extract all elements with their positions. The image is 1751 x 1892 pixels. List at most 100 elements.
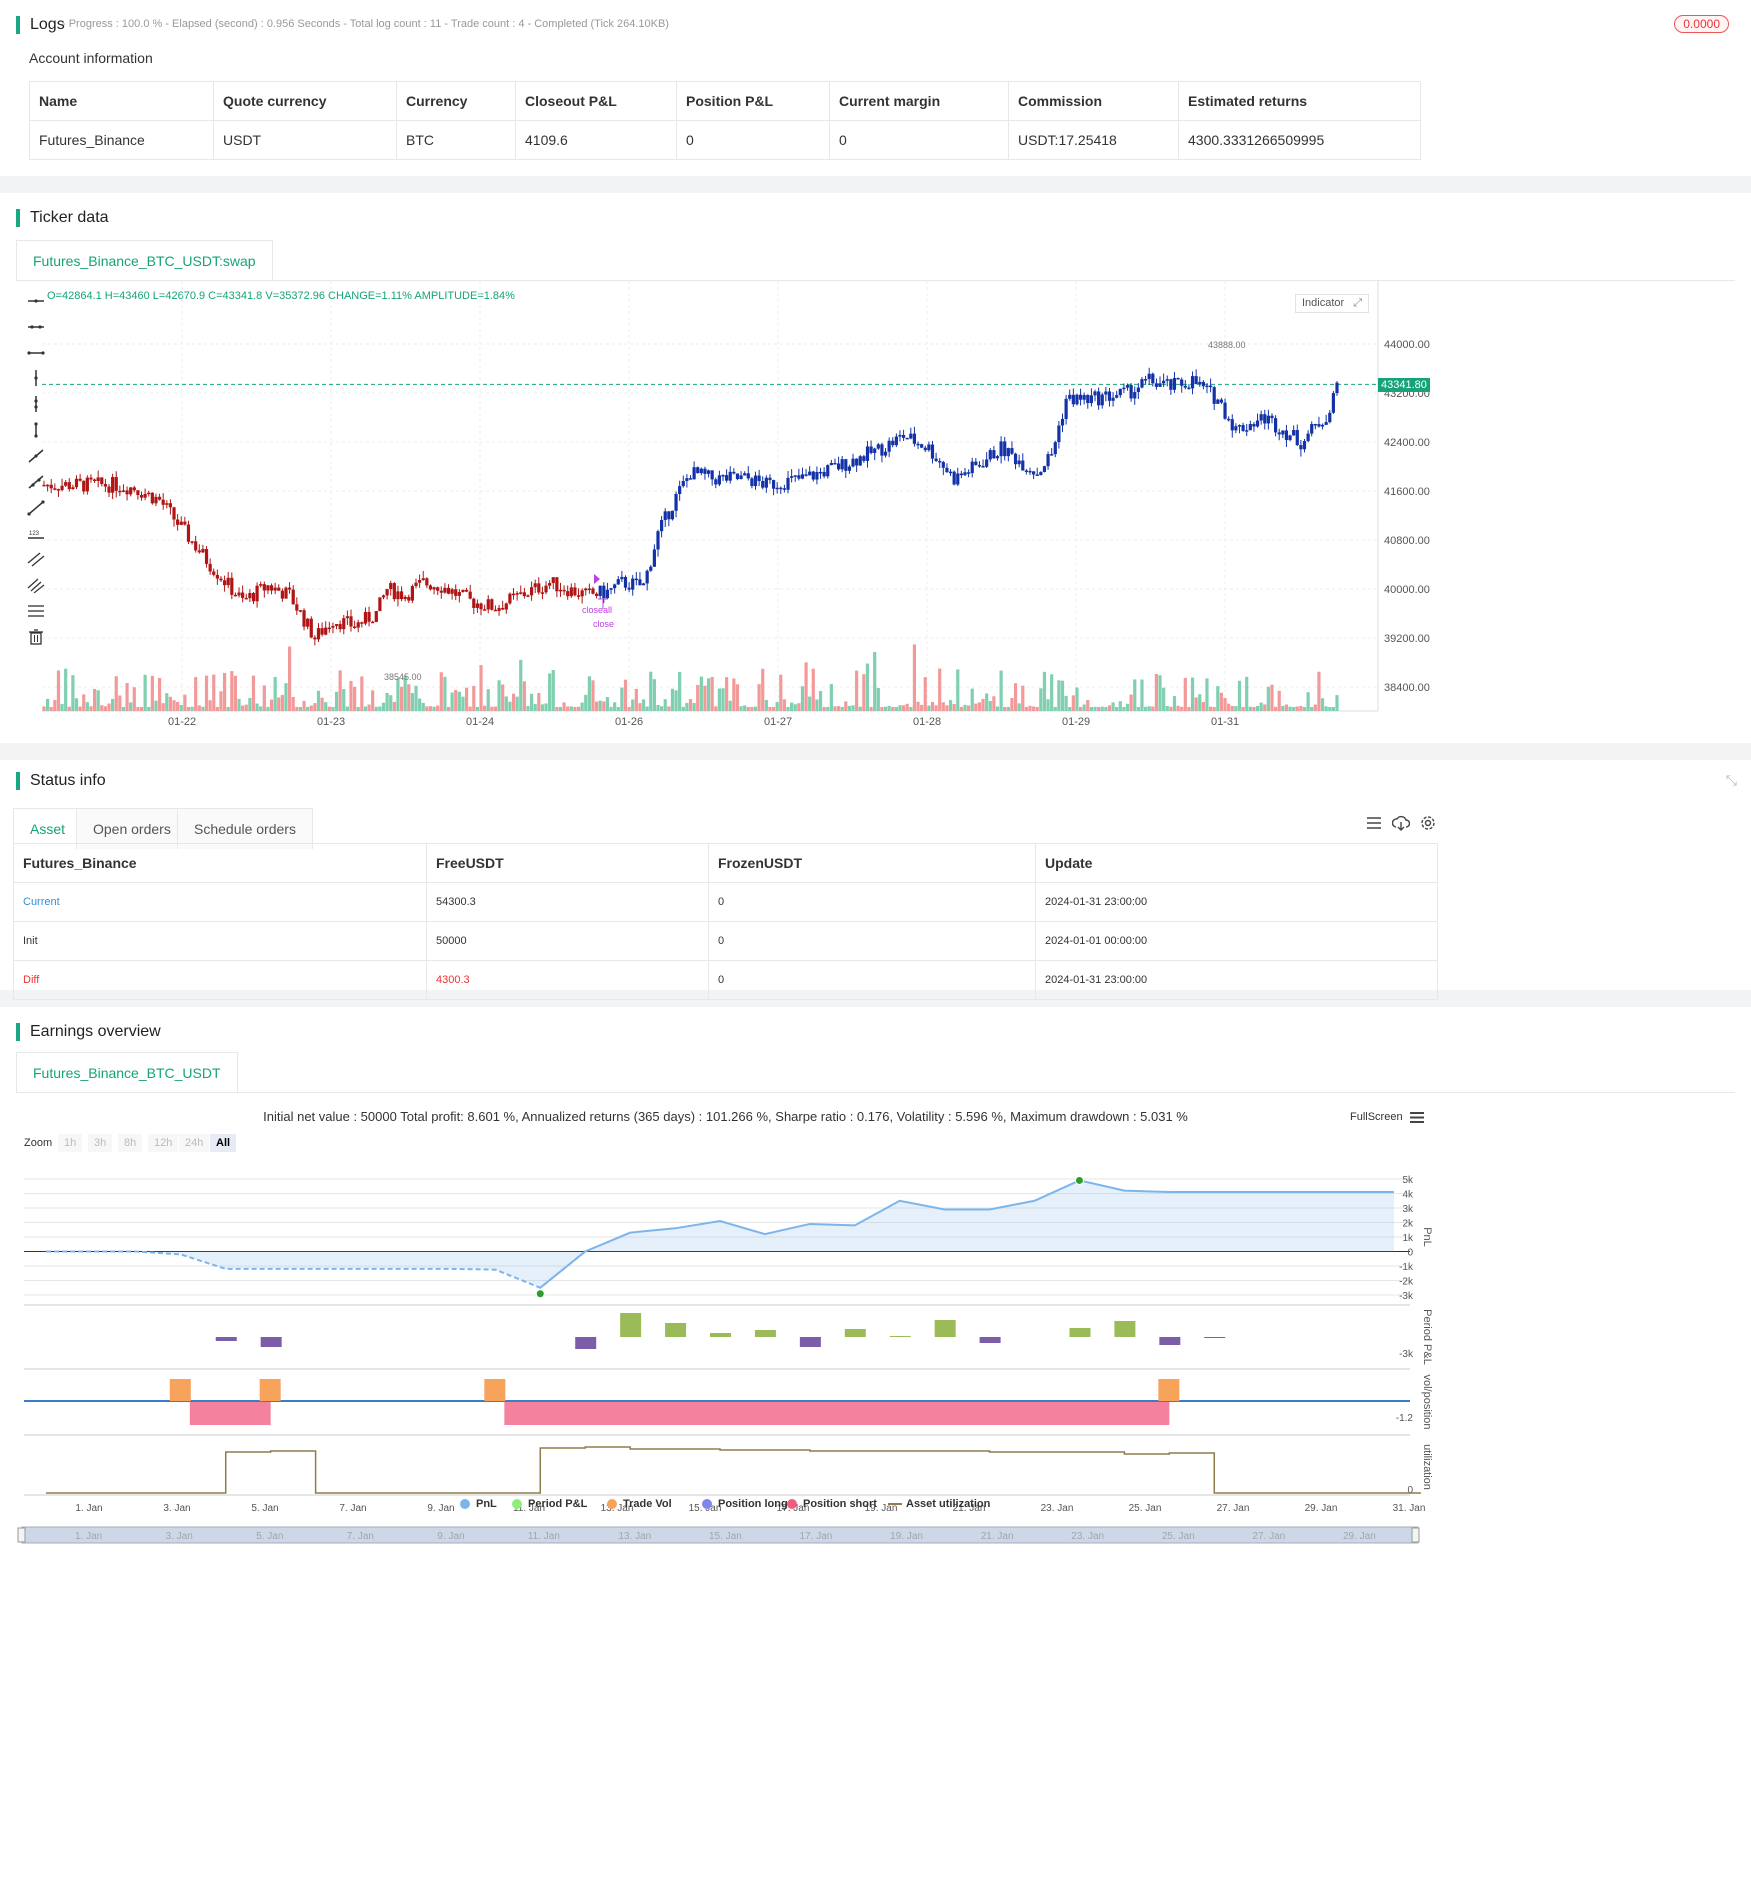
volume-bar <box>721 688 725 711</box>
volume-bar <box>454 690 458 711</box>
cloud-download-icon[interactable] <box>1392 815 1410 831</box>
zoom-button-All[interactable]: All <box>210 1134 237 1152</box>
legend-item[interactable]: Position long <box>702 1498 788 1510</box>
zoom-button-12h[interactable]: 12h <box>148 1134 179 1152</box>
volume-bar <box>464 687 469 711</box>
volume-bar <box>1169 706 1173 711</box>
asset-cell: 0 <box>708 960 1036 1000</box>
list-icon[interactable] <box>1366 816 1382 830</box>
zoom-button-8h[interactable]: 8h <box>118 1134 143 1152</box>
tab-schedule-orders[interactable]: Schedule orders <box>177 808 313 849</box>
candle-body <box>1331 393 1335 413</box>
volume-bar <box>172 700 176 711</box>
menu-icon[interactable] <box>1409 1111 1425 1124</box>
horizontal-channel-icon[interactable] <box>26 603 46 619</box>
volume-bar <box>887 705 891 711</box>
x-tick-label: 01-27 <box>764 716 792 728</box>
candle-body <box>822 471 826 477</box>
time-navigator[interactable]: 1. Jan 3. Jan 5. Jan 7. Jan 9. Jan 11. Jan 13.… <box>0 1525 1451 1547</box>
legend-item[interactable]: PnL <box>460 1498 497 1510</box>
candle-body <box>1006 448 1010 457</box>
volume-bar <box>1324 706 1328 711</box>
volume-bar <box>1003 706 1007 711</box>
volume-bar <box>244 704 248 711</box>
earnings-section: Earnings overview Futures_Binance_BTC_US… <box>0 1007 1751 1892</box>
legend-label: PnL <box>476 1498 497 1510</box>
trade-vol-bar <box>169 1379 191 1401</box>
annotations: 43888.00 38545.00 closeall close <box>384 340 1246 682</box>
zoom-button-1h[interactable]: 1h <box>58 1134 83 1152</box>
volume-bar <box>421 702 425 711</box>
volume-bar <box>96 690 100 711</box>
table-row: Current 54300.3 0 2024-01-31 23:00:00 <box>13 882 1438 922</box>
candle-body <box>938 460 942 463</box>
trash-icon[interactable] <box>26 629 46 645</box>
settings-gear-icon[interactable] <box>1420 815 1436 831</box>
volume-bar <box>905 703 909 711</box>
price-label-icon[interactable]: 123 <box>26 526 46 542</box>
legend-item[interactable]: Trade Vol <box>607 1498 672 1510</box>
volume-bar <box>847 705 852 711</box>
volume-bar <box>977 702 982 711</box>
horizontal-line-icon[interactable] <box>26 293 46 309</box>
volume-bar <box>1035 706 1039 711</box>
legend-item[interactable]: Period P&L <box>512 1498 587 1510</box>
candle-body <box>602 585 606 599</box>
trend-line-icon[interactable] <box>26 448 46 464</box>
candle-body <box>42 484 46 487</box>
tab-earnings-symbol[interactable]: Futures_Binance_BTC_USDT <box>16 1052 238 1093</box>
trade-marker-icon <box>594 574 600 584</box>
earnings-chart[interactable]: 5k 4k 3k 2k 1k 0 -1k -2k -3k PnL Period P&L -3k vol/… <box>0 1157 1451 1547</box>
logs-status: - Progress : 100.0 % - Elapsed (second) … <box>62 18 669 30</box>
volume-bar <box>399 686 404 711</box>
horizontal-segment-icon[interactable] <box>26 345 46 361</box>
candle-body <box>667 511 671 520</box>
legend-item[interactable]: Asset utilization <box>888 1498 990 1510</box>
horizontal-ray-icon[interactable] <box>26 319 46 335</box>
indicator-button[interactable]: Indicator ⤢ <box>1295 294 1370 313</box>
volume-bar <box>446 706 451 711</box>
collapse-icon[interactable]: ⤡ <box>1725 772 1737 788</box>
volume-bar <box>898 705 902 711</box>
volume-bar <box>757 684 761 711</box>
volume-bar <box>771 706 776 711</box>
volume-bar <box>74 698 79 711</box>
volume-bar <box>42 706 46 711</box>
tab-open-orders[interactable]: Open orders <box>76 808 188 849</box>
volume-bar <box>1064 695 1068 711</box>
volume-bar <box>551 669 555 711</box>
vertical-line-icon[interactable] <box>26 370 46 386</box>
volume-bar <box>815 699 819 711</box>
candle-body <box>916 443 920 446</box>
fibonacci-lines-icon[interactable] <box>26 577 46 593</box>
volume-bar <box>1299 706 1303 711</box>
candlestick-chart[interactable]: 44000.0043200.0042400.0041600.0040800.00… <box>0 281 1751 741</box>
candle-body <box>269 585 274 591</box>
candle-body <box>941 462 945 468</box>
candle-body <box>761 480 765 488</box>
volume-bar <box>1201 701 1205 711</box>
segment-line-icon[interactable] <box>26 500 46 516</box>
ray-line-icon[interactable] <box>26 474 46 490</box>
volume-bar <box>627 706 631 711</box>
zoom-button-3h[interactable]: 3h <box>88 1134 113 1152</box>
tab-ticker-symbol[interactable]: Futures_Binance_BTC_USDT:swap <box>16 240 273 281</box>
x-tick-label: 01-22 <box>168 716 196 728</box>
parallel-lines-icon[interactable] <box>26 551 46 567</box>
candle-body <box>425 578 429 586</box>
fullscreen-button[interactable]: FullScreen <box>1350 1111 1403 1123</box>
vertical-ray-icon[interactable] <box>26 396 46 412</box>
candle-body <box>584 588 588 591</box>
candle-body <box>1266 415 1270 424</box>
legend-item[interactable]: Position short <box>787 1498 877 1510</box>
volume-bars <box>42 644 1339 711</box>
pnl-tick: 3k <box>1402 1204 1414 1215</box>
zoom-button-24h[interactable]: 24h <box>179 1134 210 1152</box>
vertical-segment-icon[interactable] <box>26 422 46 438</box>
period-pnl-bar <box>260 1337 282 1347</box>
legend-label: Period P&L <box>528 1498 588 1510</box>
legend-dot-icon <box>460 1499 470 1510</box>
candle-body <box>302 610 306 627</box>
volume-bar <box>1176 705 1180 711</box>
volume-bar <box>1241 706 1245 711</box>
